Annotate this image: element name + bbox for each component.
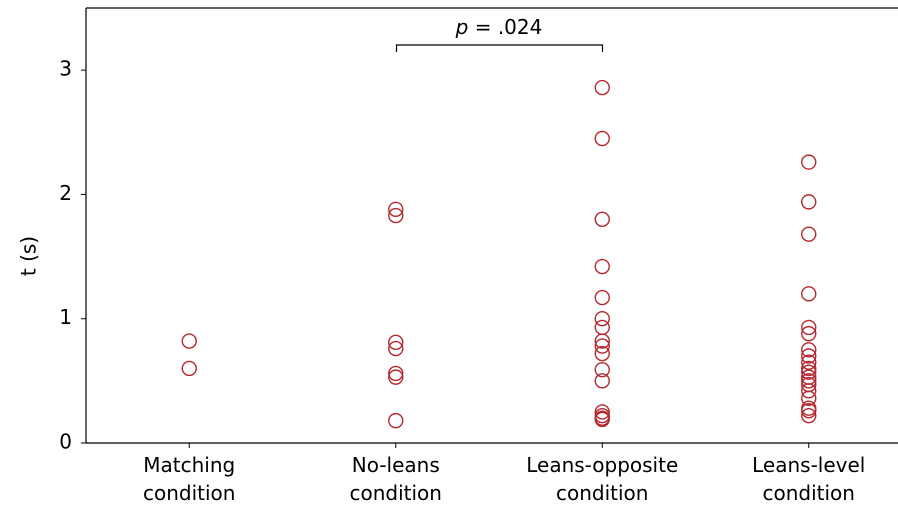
- point: [388, 365, 404, 382]
- x-tick-label: Leans-level condition: [752, 453, 865, 505]
- point: [594, 289, 610, 306]
- point: [801, 154, 817, 170]
- y-tick-label: 2: [59, 181, 72, 205]
- point: [594, 404, 610, 420]
- annotation: p = .024: [455, 15, 543, 39]
- point: [594, 333, 610, 349]
- point: [181, 333, 197, 349]
- point: [594, 130, 610, 147]
- point: [594, 211, 610, 227]
- point: [801, 348, 817, 364]
- point: [594, 258, 610, 275]
- point: [594, 411, 610, 428]
- point: [801, 373, 817, 389]
- point: [388, 369, 404, 385]
- point: [388, 207, 404, 224]
- y-tick-label: 0: [59, 430, 72, 454]
- point: [594, 319, 610, 336]
- y-tick-label: 3: [59, 57, 72, 81]
- point: [801, 402, 817, 419]
- point: [801, 342, 817, 358]
- point: [594, 338, 610, 354]
- significance-bracket: [395, 44, 604, 52]
- point: [594, 361, 610, 378]
- point: [594, 311, 610, 327]
- x-tick-label: Matching condition: [143, 453, 235, 505]
- point: [801, 325, 817, 342]
- point: [801, 390, 817, 406]
- point: [594, 345, 610, 362]
- y-axis-label: t (s): [17, 236, 41, 276]
- point: [388, 412, 404, 429]
- point: [801, 360, 817, 377]
- point: [801, 194, 817, 210]
- point: [181, 360, 197, 377]
- point: [801, 354, 817, 370]
- x-tick-label: No-leans condition: [350, 453, 442, 505]
- point: [801, 286, 817, 302]
- point: [594, 79, 610, 96]
- point: [388, 334, 404, 351]
- point: [388, 201, 404, 218]
- y-tick-label: 1: [59, 305, 72, 329]
- point: [801, 407, 817, 424]
- point: [594, 373, 610, 389]
- point: [801, 383, 817, 399]
- point: [801, 226, 817, 242]
- point: [388, 340, 404, 357]
- point: [801, 364, 817, 380]
- x-tick-label: Leans-opposite condition: [526, 453, 678, 505]
- point: [801, 319, 817, 336]
